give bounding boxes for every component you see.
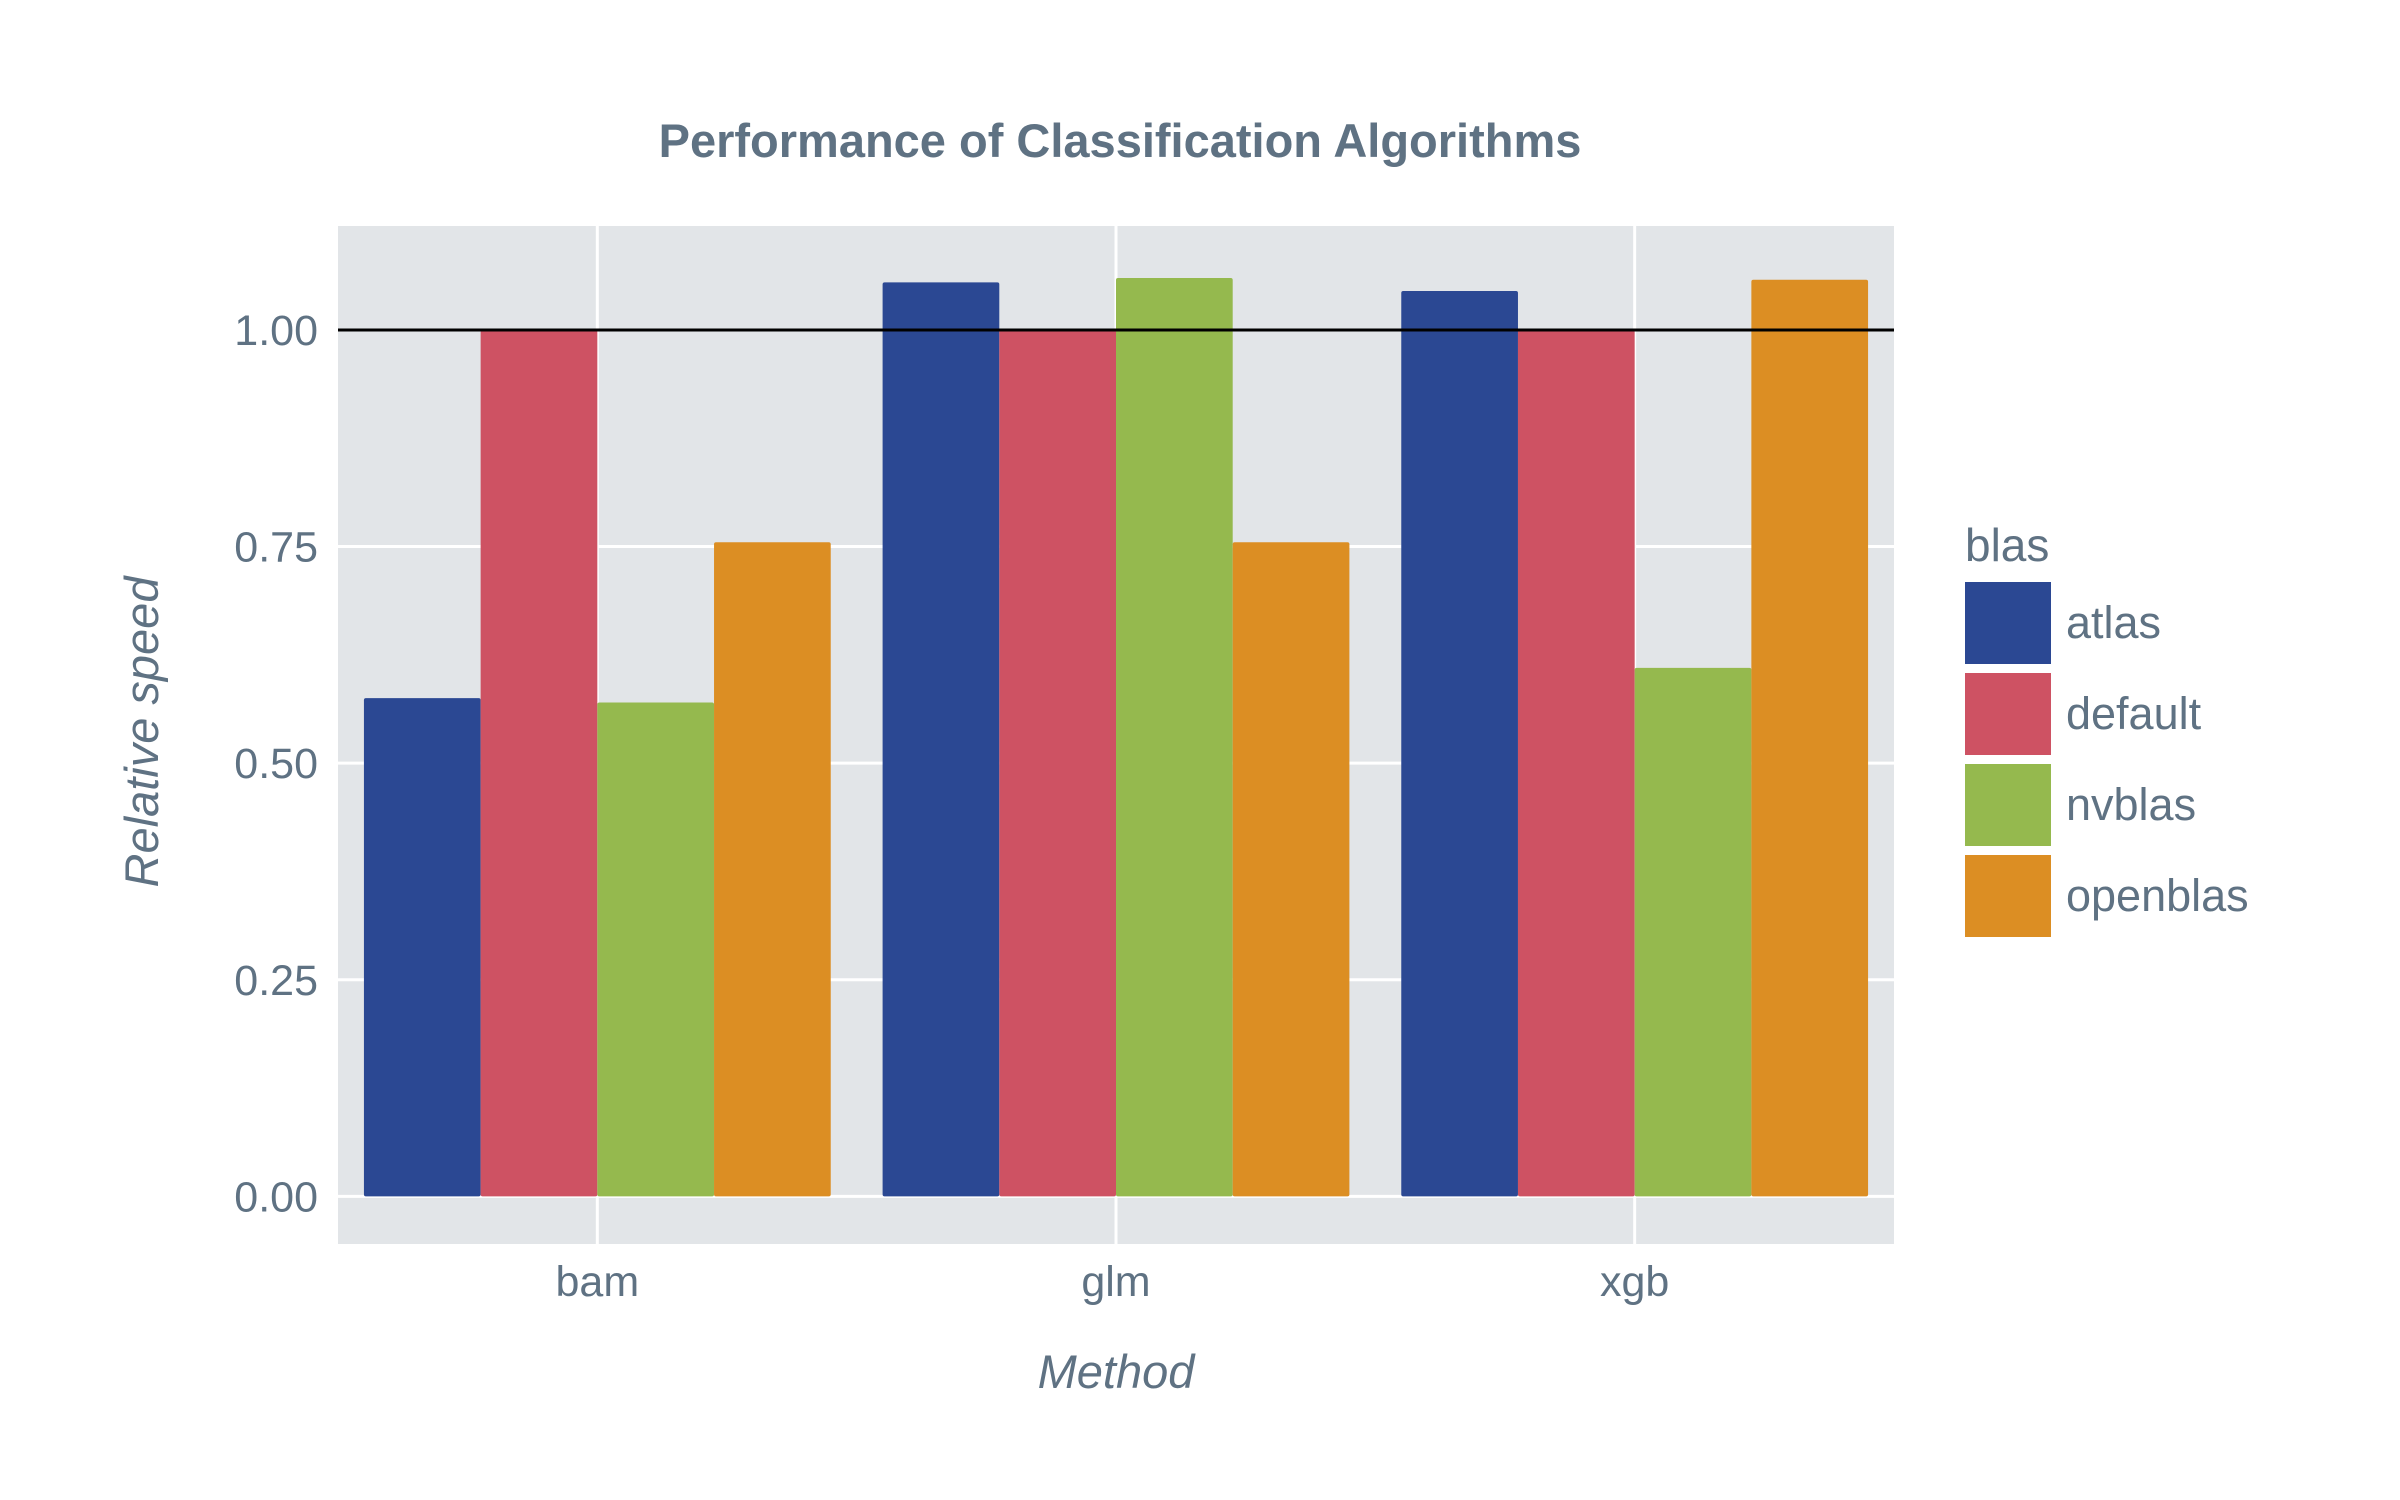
bar-glm-default	[999, 329, 1116, 1197]
y-tick-label: 0.50	[234, 740, 318, 788]
bar-glm-nvblas	[1116, 277, 1233, 1197]
chart-title: Performance of Classification Algorithms	[659, 114, 1582, 167]
bar-xgb-nvblas	[1634, 667, 1752, 1197]
bar-xgb-openblas	[1751, 279, 1869, 1197]
x-tick-label: glm	[1081, 1258, 1150, 1306]
legend-swatch-openblas	[1965, 855, 2051, 937]
bar-bam-nvblas	[597, 702, 715, 1197]
x-tick-label: bam	[556, 1258, 640, 1306]
x-tick-label: xgb	[1600, 1258, 1669, 1306]
bar-bam-atlas	[363, 698, 481, 1197]
legend-swatch-default	[1965, 673, 2051, 755]
bar-bam-openblas	[714, 542, 831, 1197]
legend-label-default: default	[2066, 688, 2202, 739]
y-axis-title: Relative speed	[115, 575, 168, 888]
legend-label-openblas: openblas	[2066, 870, 2249, 921]
legend-title: blas	[1965, 519, 2049, 571]
bar-glm-atlas	[882, 282, 1000, 1197]
legend-label-nvblas: nvblas	[2066, 779, 2196, 830]
legend-label-atlas: atlas	[2066, 597, 2161, 648]
legend: blas atlas default nvblas openblas	[1965, 519, 2249, 937]
y-axis-ticks: 0.00 0.25 0.50 0.75 1.00	[234, 307, 318, 1221]
legend-swatch-atlas	[1965, 582, 2051, 664]
x-axis-title: Method	[1038, 1345, 1197, 1398]
y-tick-label: 0.75	[234, 524, 318, 572]
x-axis-ticks: bam glm xgb	[556, 1258, 1670, 1306]
y-tick-label: 1.00	[234, 307, 318, 355]
legend-swatch-nvblas	[1965, 764, 2051, 846]
y-tick-label: 0.25	[234, 957, 318, 1005]
bar-glm-openblas	[1232, 542, 1350, 1197]
bars	[363, 277, 1869, 1197]
bar-xgb-default	[1517, 329, 1635, 1197]
y-tick-label: 0.00	[234, 1173, 318, 1221]
bar-xgb-atlas	[1401, 290, 1518, 1197]
bar-bam-default	[480, 329, 598, 1197]
